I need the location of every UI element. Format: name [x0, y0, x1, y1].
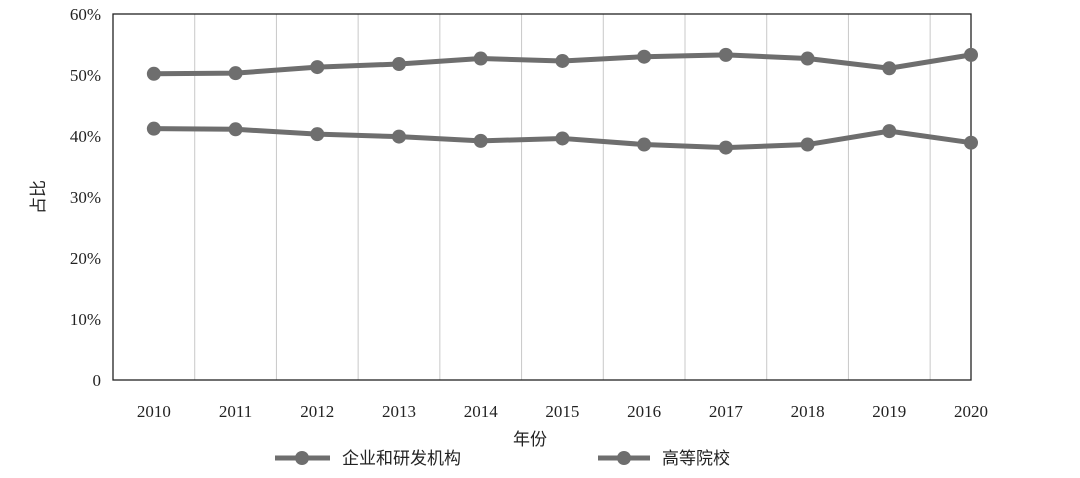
x-axis-ticks: 2010 2011 2012 2013 2014 2015 2016 2017 2018 2019… [137, 402, 988, 421]
data-point [637, 49, 652, 64]
x-tick-label: 2017 [709, 402, 744, 421]
y-tick-label: 40% [70, 127, 101, 146]
data-point [800, 137, 815, 152]
data-point [146, 121, 161, 136]
legend-item-series-1: 企业和研发机构 [275, 449, 461, 469]
x-tick-label: 2015 [545, 402, 579, 421]
plot-frame [112, 13, 972, 381]
y-tick-label: 0 [93, 371, 102, 390]
data-point [882, 61, 897, 76]
data-point [964, 47, 978, 62]
x-axis-label: 年份 [513, 430, 547, 450]
series-1 [146, 47, 978, 81]
data-point [392, 129, 406, 144]
x-tick-label: 2019 [872, 402, 906, 421]
data-point [146, 66, 161, 81]
x-tick-label: 2016 [627, 402, 661, 421]
y-axis-ticks: 0 10% 20% 30% 40% 50% 60% [70, 5, 101, 390]
data-point [882, 124, 897, 139]
y-tick-label: 20% [70, 249, 101, 268]
x-tick-label: 2018 [791, 402, 825, 421]
series-2 [146, 121, 978, 155]
data-point [228, 122, 243, 137]
series-group [146, 47, 978, 155]
legend-item-series-2: 高等院校 [598, 449, 730, 469]
legend-marker-series-2 [617, 451, 631, 465]
y-tick-label: 30% [70, 188, 101, 207]
data-point [800, 51, 815, 66]
data-point [228, 66, 243, 81]
data-point [473, 51, 488, 66]
data-point [637, 137, 652, 152]
legend-marker-series-1 [295, 451, 309, 465]
grid-lines [194, 14, 931, 380]
data-point [310, 60, 325, 75]
x-tick-label: 2013 [382, 402, 416, 421]
data-point [555, 131, 570, 146]
x-tick-label: 2020 [954, 402, 988, 421]
x-tick-label: 2014 [464, 402, 499, 421]
y-tick-label: 10% [70, 310, 101, 329]
data-point [964, 135, 978, 150]
legend: 企业和研发机构 高等院校 [275, 449, 730, 469]
data-point [473, 133, 488, 148]
legend-label-series-2: 高等院校 [662, 449, 730, 469]
y-tick-label: 50% [70, 66, 101, 85]
data-point [718, 47, 733, 62]
data-point [310, 127, 325, 142]
y-tick-label: 60% [70, 5, 101, 24]
x-tick-label: 2012 [300, 402, 334, 421]
x-tick-label: 2010 [137, 402, 171, 421]
data-point [555, 53, 570, 68]
data-point [392, 57, 406, 72]
y-axis-label: 占比 [29, 180, 49, 214]
legend-label-series-1: 企业和研发机构 [342, 449, 461, 469]
x-tick-label: 2011 [219, 402, 252, 421]
data-point [718, 140, 733, 155]
